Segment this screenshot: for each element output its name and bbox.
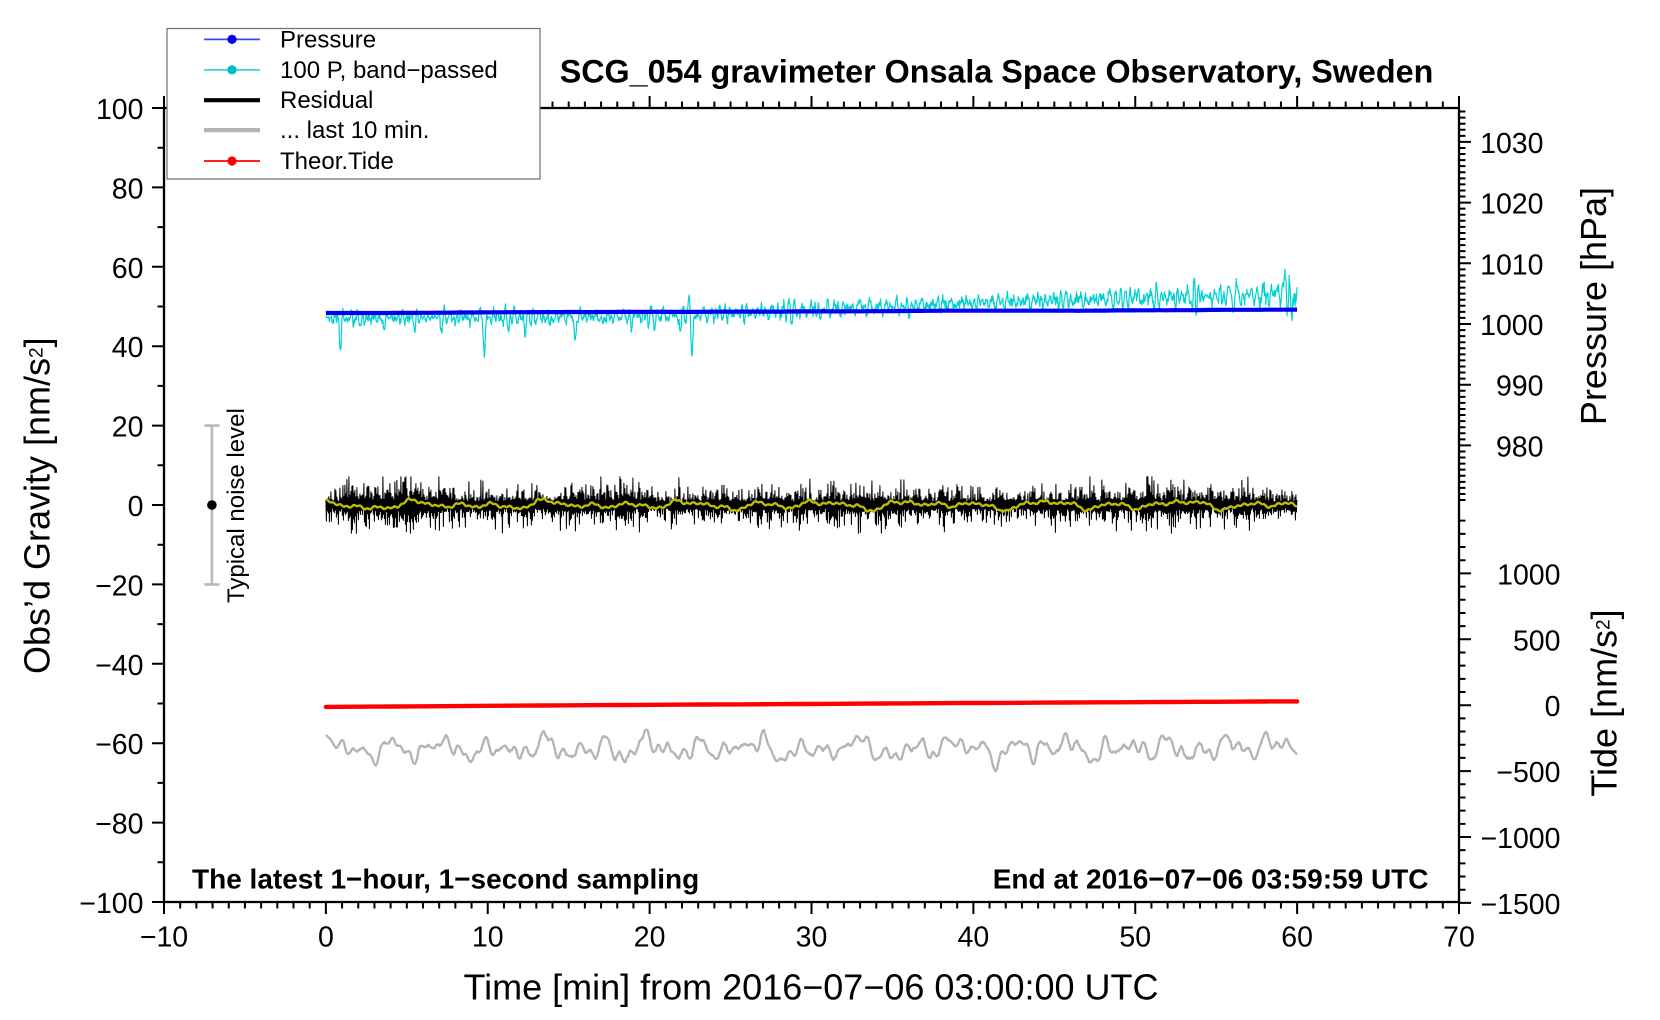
svg-text:The latest 1−hour, 1−second sa: The latest 1−hour, 1−second sampling — [192, 864, 699, 895]
svg-text:End at 2016−07−06 03:59:59 UTC: End at 2016−07−06 03:59:59 UTC — [993, 864, 1429, 895]
svg-text:20: 20 — [112, 412, 144, 444]
svg-text:−1500: −1500 — [1480, 889, 1560, 921]
svg-text:Pressure: Pressure — [280, 26, 376, 53]
svg-text:Time [min] from 2016−07−06 03:: Time [min] from 2016−07−06 03:00:00 UTC — [463, 967, 1158, 1008]
svg-text:990: 990 — [1496, 371, 1544, 403]
svg-text:Typical noise level: Typical noise level — [223, 408, 250, 603]
svg-text:−40: −40 — [95, 650, 143, 682]
svg-text:40: 40 — [112, 332, 144, 364]
svg-text:60: 60 — [112, 253, 144, 285]
svg-text:80: 80 — [112, 173, 144, 205]
svg-text:10: 10 — [472, 922, 504, 954]
svg-text:Pressure [hPa]: Pressure [hPa] — [1573, 187, 1614, 425]
svg-text:0: 0 — [318, 922, 334, 954]
svg-text:500: 500 — [1513, 625, 1561, 657]
svg-text:... last 10 min.: ... last 10 min. — [280, 117, 429, 144]
svg-text:30: 30 — [796, 922, 828, 954]
svg-text:40: 40 — [958, 922, 990, 954]
svg-text:Tide [nm/s2]: Tide [nm/s2] — [1584, 609, 1625, 796]
svg-text:Theor.Tide: Theor.Tide — [280, 148, 394, 175]
svg-text:−80: −80 — [95, 809, 143, 841]
svg-text:−60: −60 — [95, 729, 143, 761]
svg-text:−20: −20 — [95, 570, 143, 602]
svg-text:Residual: Residual — [280, 87, 373, 114]
svg-text:−100: −100 — [79, 888, 143, 920]
svg-text:Obs’d Gravity [nm/s2]: Obs’d Gravity [nm/s2] — [17, 337, 58, 674]
svg-text:−10: −10 — [140, 922, 188, 954]
svg-text:−1000: −1000 — [1480, 823, 1560, 855]
svg-text:SCG_054 gravimeter Onsala Spac: SCG_054 gravimeter Onsala Space Observat… — [560, 54, 1434, 90]
svg-text:100: 100 — [96, 94, 144, 126]
svg-text:0: 0 — [1545, 691, 1561, 723]
svg-text:1020: 1020 — [1480, 189, 1543, 221]
svg-text:0: 0 — [128, 491, 144, 523]
svg-text:70: 70 — [1443, 922, 1475, 954]
svg-text:1030: 1030 — [1480, 128, 1543, 160]
svg-text:100 P, band−passed: 100 P, band−passed — [280, 57, 498, 84]
svg-text:980: 980 — [1496, 431, 1544, 463]
svg-text:1010: 1010 — [1480, 249, 1543, 281]
svg-text:−500: −500 — [1496, 757, 1560, 789]
svg-text:60: 60 — [1281, 922, 1313, 954]
svg-text:50: 50 — [1119, 922, 1151, 954]
svg-text:1000: 1000 — [1497, 559, 1560, 591]
svg-text:1000: 1000 — [1480, 310, 1543, 342]
svg-text:20: 20 — [634, 922, 666, 954]
